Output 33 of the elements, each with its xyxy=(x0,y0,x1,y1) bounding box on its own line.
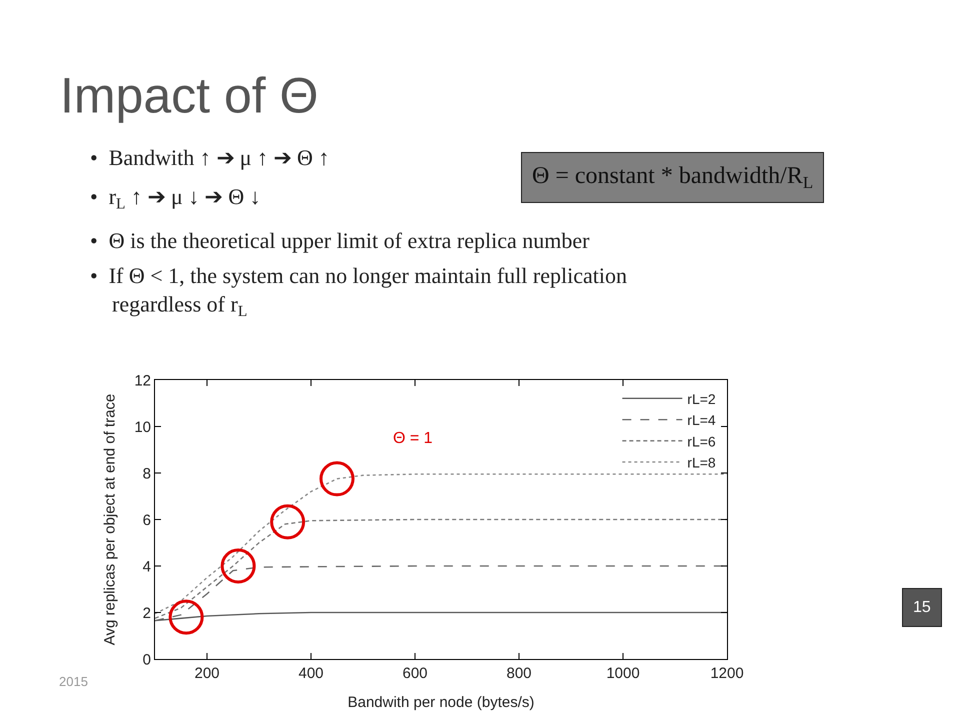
x-tick-label: 400 xyxy=(298,665,324,682)
point xyxy=(270,504,306,540)
text: • If Θ < 1, the system can no longer maintain full replication regardless of r$_{L}$ xyxy=(90,263,627,320)
legend-label: rL=6 xyxy=(687,433,716,450)
legend-label: rL=8 xyxy=(687,454,716,470)
y-tick-label: 0 xyxy=(142,651,151,668)
y-tick-label: 10 xyxy=(134,418,151,436)
text: Θ = constant * bandwidth/R$_{L}$ xyxy=(532,163,814,192)
x-tick-label: 1000 xyxy=(606,665,640,682)
text: 2015 xyxy=(59,674,88,689)
x-tick-label: 600 xyxy=(402,665,428,682)
chart-title: Impact of Θ xyxy=(60,68,318,124)
y-tick-label: 4 xyxy=(142,558,151,576)
point xyxy=(220,548,256,584)
text: 15 xyxy=(913,599,931,616)
x-tick-label: 1200 xyxy=(710,665,744,682)
text: • Bandwith ↑ ➔ μ ↑ ➔ Θ ↑ xyxy=(90,145,330,170)
y-tick-label: 12 xyxy=(134,372,151,390)
x-tick-label: 200 xyxy=(194,665,220,682)
y-tick-label: 6 xyxy=(142,512,151,529)
legend-label: rL=2 xyxy=(687,390,716,407)
y-tick-label: 8 xyxy=(142,465,151,482)
text: • Θ is the theoretical upper limit of extra replica number xyxy=(90,228,590,253)
point xyxy=(168,600,204,635)
x-axis-title: Bandwith per node (bytes/s) xyxy=(348,694,534,711)
line-series xyxy=(155,474,727,614)
legend-label: rL=4 xyxy=(687,412,716,428)
y-tick-label: 2 xyxy=(142,604,151,622)
annotation: Θ = 1 xyxy=(393,430,433,447)
text: • r$_{L}$ ↑ ➔ μ ↓ ➔ Θ ↓ xyxy=(90,184,261,213)
y-axis-title: Avg replicas per object at end of trace xyxy=(102,394,119,646)
x-tick-label: 800 xyxy=(506,665,532,682)
point xyxy=(320,461,354,496)
